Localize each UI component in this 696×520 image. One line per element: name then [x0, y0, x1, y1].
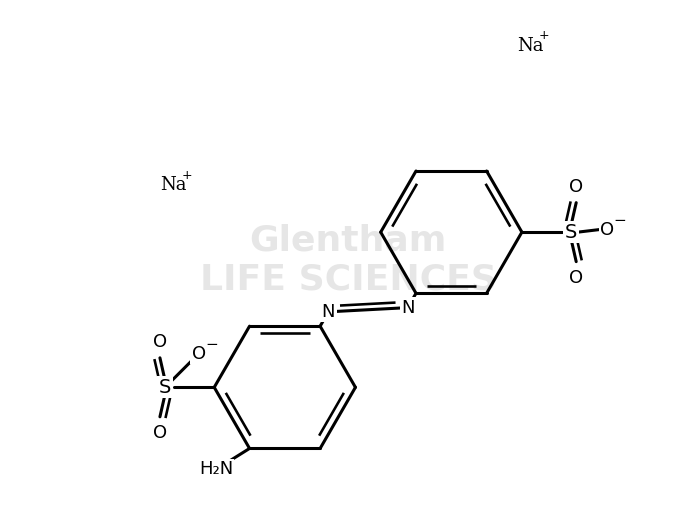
- Text: Na: Na: [160, 176, 187, 194]
- Text: H₂N: H₂N: [199, 460, 233, 478]
- Text: S: S: [159, 378, 171, 397]
- Text: +: +: [539, 29, 549, 42]
- Text: Glentham
LIFE SCIENCES: Glentham LIFE SCIENCES: [200, 223, 496, 297]
- Text: −: −: [205, 337, 218, 352]
- Text: −: −: [614, 213, 626, 228]
- Text: S: S: [565, 223, 577, 242]
- Text: N: N: [401, 298, 415, 317]
- Text: O: O: [153, 333, 167, 351]
- Text: O: O: [600, 220, 615, 239]
- Text: N: N: [322, 303, 335, 321]
- Text: O: O: [153, 424, 167, 442]
- Text: O: O: [569, 269, 583, 287]
- Text: Na: Na: [516, 37, 543, 55]
- Text: O: O: [191, 345, 206, 362]
- Text: O: O: [569, 178, 583, 196]
- Text: +: +: [182, 168, 192, 181]
